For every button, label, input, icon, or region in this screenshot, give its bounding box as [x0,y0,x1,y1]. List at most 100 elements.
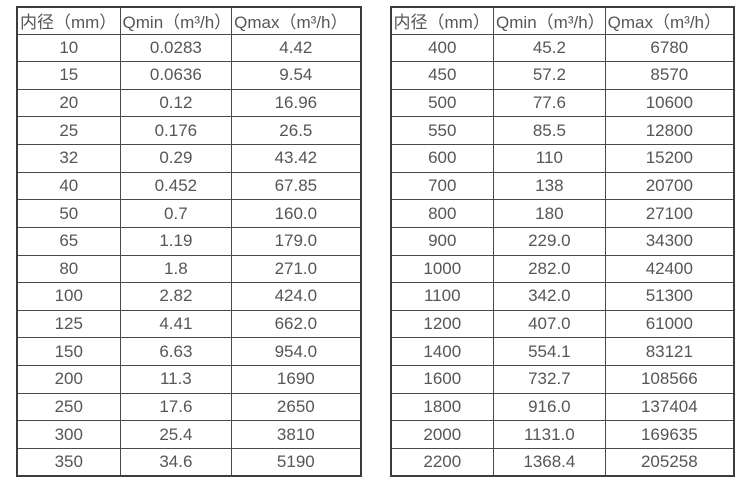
table-cell: 350 [16,447,121,477]
table-cell: 662.0 [231,309,361,339]
table-cell: 100 [16,282,121,311]
table-cell: 125 [16,309,121,339]
table-cell: 25 [16,116,121,145]
flow-rate-table-small-diameters: 内径（mm） Qmin（m³/h） Qmax（m³/h） 10 0.0283 4.42 1… [16,6,362,477]
table-cell: 4.41 [119,309,233,339]
column-header: Qmax（m³/h） [604,6,735,35]
table-cell: 108566 [604,365,735,394]
table-row: 1200 407.0 61000 [389,309,735,339]
table-cell: 2000 [389,420,495,449]
table-cell: 2650 [231,392,361,422]
table-row: 40 0.452 67.85 [16,171,361,201]
table-cell: 25.4 [119,420,233,449]
column-header: Qmin（m³/h） [493,6,606,35]
table-row: 2000 1131.0 169635 [389,420,735,449]
table-cell: 1800 [389,392,495,422]
table-cell: 500 [389,88,495,118]
table-cell: 6.63 [119,337,233,366]
table-cell: 732.7 [493,365,606,394]
table-cell: 282.0 [493,254,606,284]
table-cell: 1368.4 [493,447,606,477]
table-cell: 34.6 [119,447,233,477]
table-cell: 180 [493,199,606,228]
table-row: 15 0.0636 9.54 [16,61,361,90]
table-cell: 17.6 [119,392,233,422]
table-cell: 0.12 [119,88,233,118]
table-row: 80 1.8 271.0 [16,254,361,284]
table-row: 350 34.6 5190 [16,447,361,477]
table-cell: 0.7 [119,199,233,228]
table-row: 1800 916.0 137404 [389,392,735,422]
table-cell: 700 [389,171,495,201]
table-row: 150 6.63 954.0 [16,337,361,366]
table-cell: 138 [493,171,606,201]
table-row: 25 0.176 26.5 [16,116,361,145]
table-cell: 600 [389,144,495,173]
table-row: 65 1.19 179.0 [16,226,361,256]
table-cell: 1131.0 [493,420,606,449]
table-row: 100 2.82 424.0 [16,282,361,311]
table-cell: 26.5 [231,116,361,145]
table-cell: 40 [16,171,121,201]
table-cell: 42400 [604,254,735,284]
table-cell: 137404 [604,392,735,422]
table-row: 20 0.12 16.96 [16,88,361,118]
table-header-row: 内径（mm） Qmin（m³/h） Qmax（m³/h） [16,6,361,35]
table-cell: 16.96 [231,88,361,118]
table-cell: 150 [16,337,121,366]
table-row: 1100 342.0 51300 [389,282,735,311]
table-cell: 3810 [231,420,361,449]
table-cell: 550 [389,116,495,145]
table-row: 400 45.2 6780 [389,33,735,63]
table-row: 550 85.5 12800 [389,116,735,145]
table-row: 800 180 27100 [389,199,735,228]
table-cell: 10600 [604,88,735,118]
table-cell: 0.0636 [119,61,233,90]
table-cell: 250 [16,392,121,422]
table-cell: 0.452 [119,171,233,201]
table-cell: 80 [16,254,121,284]
table-cell: 424.0 [231,282,361,311]
table-cell: 271.0 [231,254,361,284]
table-cell: 2200 [389,447,495,477]
table-cell: 12800 [604,116,735,145]
table-cell: 51300 [604,282,735,311]
table-cell: 400 [389,33,495,63]
table-cell: 4.42 [231,33,361,63]
table-cell: 61000 [604,309,735,339]
table-row: 900 229.0 34300 [389,226,735,256]
table-row: 500 77.6 10600 [389,88,735,118]
table-cell: 45.2 [493,33,606,63]
table-cell: 6780 [604,33,735,63]
table-cell: 50 [16,199,121,228]
table-cell: 110 [493,144,606,173]
table-cell: 450 [389,61,495,90]
table-row: 600 110 15200 [389,144,735,173]
table-row: 1000 282.0 42400 [389,254,735,284]
table-row: 50 0.7 160.0 [16,199,361,228]
table-cell: 5190 [231,447,361,477]
table-row: 300 25.4 3810 [16,420,361,449]
table-header-row: 内径（mm） Qmin（m³/h） Qmax（m³/h） [389,6,735,35]
table-cell: 85.5 [493,116,606,145]
table-row: 700 138 20700 [389,171,735,201]
table-cell: 160.0 [231,199,361,228]
table-cell: 10 [16,33,121,63]
table-row: 125 4.41 662.0 [16,309,361,339]
table-cell: 1600 [389,365,495,394]
table-cell: 11.3 [119,365,233,394]
table-cell: 2.82 [119,282,233,311]
table-cell: 0.29 [119,144,233,173]
table-cell: 300 [16,420,121,449]
table-cell: 407.0 [493,309,606,339]
table-cell: 900 [389,226,495,256]
table-cell: 205258 [604,447,735,477]
table-row: 10 0.0283 4.42 [16,33,361,63]
flow-rate-table-large-diameters: 内径（mm） Qmin（m³/h） Qmax（m³/h） 400 45.2 6780 45… [389,6,735,477]
table-cell: 83121 [604,337,735,366]
table-cell: 229.0 [493,226,606,256]
table-cell: 15200 [604,144,735,173]
table-cell: 800 [389,199,495,228]
table-cell: 34300 [604,226,735,256]
